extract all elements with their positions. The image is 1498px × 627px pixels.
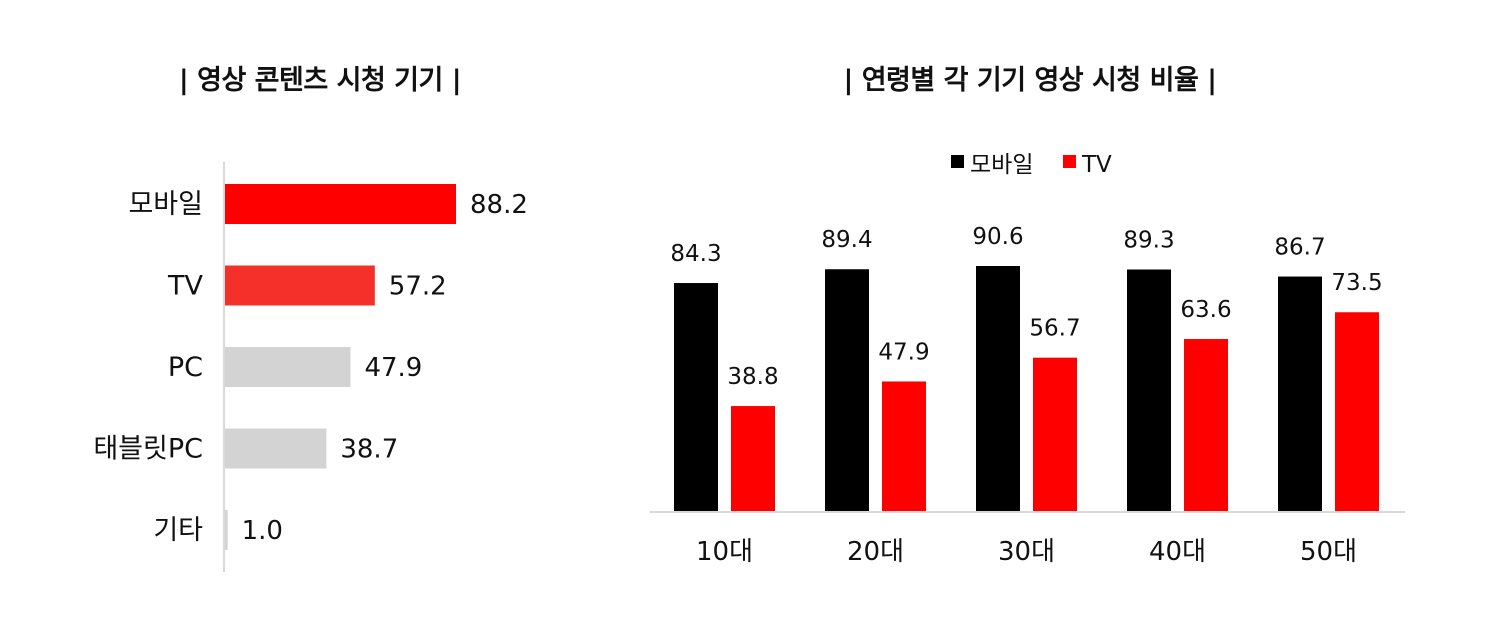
data-label: 90.6	[972, 224, 1023, 250]
bar-2	[225, 265, 375, 306]
data-label: 73.5	[1331, 270, 1382, 296]
mobile-bar	[1127, 269, 1171, 511]
category-label: TV	[167, 271, 203, 302]
data-label: 38.8	[727, 364, 778, 390]
category-label: 태블릿PC	[93, 434, 203, 465]
tv-bar	[1335, 312, 1379, 511]
value-label: 1.0	[242, 516, 283, 546]
legend-label: 모바일	[970, 152, 1033, 178]
data-label: 63.6	[1180, 297, 1231, 323]
data-label: 89.4	[821, 227, 872, 253]
horizontal-chart-title: | 영상 콘텐츠 시청 기기 |	[178, 65, 462, 96]
value-label: 88.2	[470, 190, 528, 220]
data-label: 47.9	[878, 339, 929, 365]
mobile-bar	[976, 266, 1020, 511]
value-label: 47.9	[364, 353, 422, 383]
bar-4	[225, 428, 327, 469]
data-label: 56.7	[1029, 316, 1080, 342]
bar-5	[225, 510, 228, 550]
grouped-chart-title: | 연령별 각 기기 영상 시청 비율 |	[843, 65, 1217, 96]
x-tick-label: 50대	[1300, 537, 1357, 567]
x-tick-label: 10대	[696, 537, 753, 567]
tv-bar	[1033, 357, 1077, 511]
bar-1	[225, 184, 456, 224]
x-tick-label: 20대	[847, 537, 904, 567]
mobile-bar	[674, 283, 718, 511]
bar-3	[225, 347, 351, 387]
tv-bar	[1184, 339, 1228, 511]
category-label: 모바일	[128, 189, 203, 220]
category-label: 기타	[153, 515, 203, 546]
x-tick-label: 40대	[1149, 537, 1206, 567]
data-label: 84.3	[670, 241, 721, 267]
mobile-bar	[825, 269, 869, 511]
data-label: 89.3	[1123, 228, 1174, 254]
tv-bar	[731, 406, 775, 511]
legend-swatch	[951, 155, 964, 168]
legend-label: TV	[1081, 152, 1112, 178]
mobile-bar	[1278, 276, 1322, 511]
tv-bar	[882, 381, 926, 511]
value-label: 38.7	[340, 435, 398, 465]
category-label: PC	[168, 352, 203, 383]
legend-swatch	[1063, 155, 1076, 168]
value-label: 57.2	[389, 272, 447, 302]
x-tick-label: 30대	[998, 537, 1055, 567]
data-label: 86.7	[1274, 235, 1325, 261]
